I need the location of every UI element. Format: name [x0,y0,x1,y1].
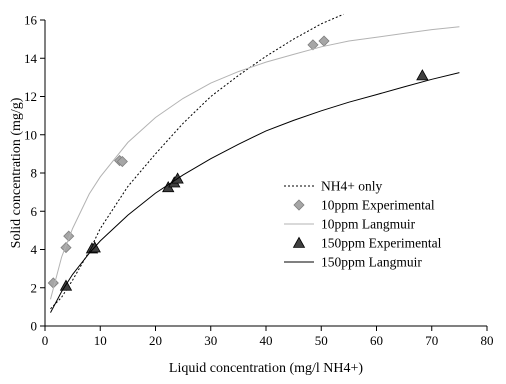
series-150ppm-experimental [59,69,429,291]
plot-area [44,20,487,327]
data-point [116,155,128,168]
x-tick-label: 10 [94,333,107,348]
y-tick-label: 2 [31,280,38,295]
y-tick-label: 8 [31,166,38,181]
legend-swatch [292,236,306,248]
series-line [50,13,344,310]
y-tick-label: 6 [31,204,38,219]
y-tick-label: 16 [24,13,38,28]
legend-swatch [293,199,305,211]
x-tick-label: 30 [204,333,217,348]
legend-item: 10ppm Langmuir [284,217,416,232]
series-layer [47,13,460,313]
legend-item: 150ppm Langmuir [284,255,422,270]
y-tick-label: 12 [24,89,37,104]
data-point [47,277,59,289]
y-tick-label: 0 [31,319,38,334]
legend-label: 150ppm Langmuir [321,255,422,270]
series-line [50,72,460,313]
x-tick-label: 20 [149,333,162,348]
x-tick-label: 0 [42,333,49,348]
legend-label: 10ppm Langmuir [321,217,416,232]
data-point [63,230,75,242]
data-point [416,69,429,81]
y-tick-label: 14 [24,51,38,66]
y-axis-title: Solid concentration (mg/g) [9,97,24,248]
series-150ppm-langmuir [50,72,460,313]
x-axis-ticks: 0 10 20 30 40 50 60 70 80 [42,326,494,348]
x-axis-title: Liquid concentration (mg/l NH4+) [169,361,363,376]
series-line [50,26,460,300]
legend-label: 150ppm Experimental [321,236,442,251]
legend-item: NH4+ only [284,179,382,194]
x-tick-label: 60 [370,333,383,348]
x-tick-label: 80 [481,333,494,348]
y-tick-label: 10 [24,127,37,142]
legend: NH4+ only 10ppm Experimental 10ppm Langmui… [284,179,442,270]
y-axis-ticks: 0 2 4 6 8 10 12 14 16 [24,13,45,334]
data-point [60,242,72,254]
data-point [307,39,319,51]
y-tick-label: 4 [31,242,38,257]
legend-item: 150ppm Experimental [292,236,442,251]
x-tick-label: 40 [260,333,273,348]
series-nh4-only [50,13,344,310]
data-point [318,35,330,47]
legend-label: 10ppm Experimental [321,198,435,213]
x-tick-label: 50 [315,333,328,348]
legend-item: 10ppm Experimental [293,198,435,213]
series-10ppm-langmuir [50,26,460,300]
x-tick-label: 70 [425,333,438,348]
legend-label: NH4+ only [321,179,382,194]
